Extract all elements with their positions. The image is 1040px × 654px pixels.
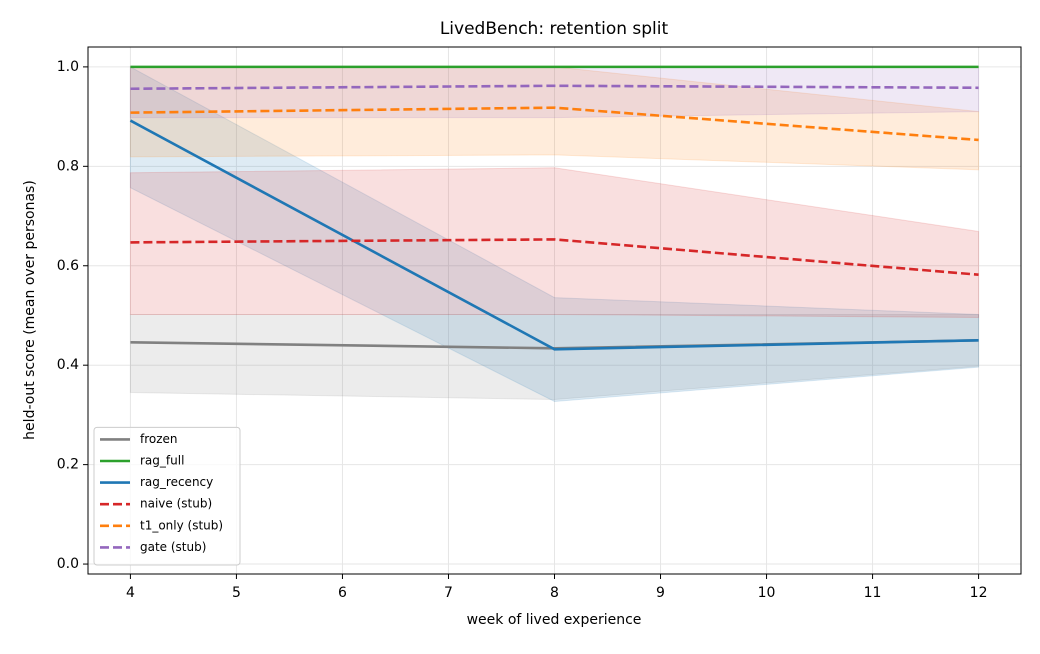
legend-box <box>93 426 241 566</box>
y-tick-label: 0.2 <box>57 457 79 473</box>
legend-label: rag_full <box>140 454 184 468</box>
error-band <box>129 66 980 402</box>
y-tick-label: 0.0 <box>57 556 79 572</box>
x-tick-label: 8 <box>550 585 559 601</box>
x-tick-label: 10 <box>758 585 776 601</box>
x-tick-label: 9 <box>656 585 665 601</box>
legend-label: rag_recency <box>140 475 213 489</box>
chart-title: LivedBench: retention split <box>440 19 669 39</box>
x-tick-label: 12 <box>970 585 988 601</box>
y-tick-label: 1.0 <box>57 59 79 75</box>
x-tick-label: 7 <box>444 585 453 601</box>
legend-label: naive (stub) <box>140 497 212 511</box>
error-band <box>129 313 980 400</box>
legend-label: gate (stub) <box>140 540 206 554</box>
error-band <box>129 167 980 318</box>
series-line <box>130 106 979 142</box>
series-line <box>130 238 979 276</box>
series-line <box>130 84 979 91</box>
y-tick-label: 0.4 <box>57 357 79 373</box>
x-axis-label: week of lived experience <box>467 612 642 628</box>
plot-frame <box>87 46 1022 575</box>
x-tick-label: 4 <box>126 585 135 601</box>
error-band <box>129 66 980 119</box>
x-tick-label: 5 <box>232 585 241 601</box>
series-line <box>129 119 979 351</box>
x-tick-label: 11 <box>864 585 882 601</box>
y-axis-label: held-out score (mean over personas) <box>22 180 38 440</box>
legend-label: t1_only (stub) <box>140 518 223 532</box>
x-tick-label: 6 <box>338 585 347 601</box>
legend-label: frozen <box>140 432 178 446</box>
y-tick-label: 0.6 <box>57 258 79 274</box>
y-tick-label: 0.8 <box>57 158 79 174</box>
